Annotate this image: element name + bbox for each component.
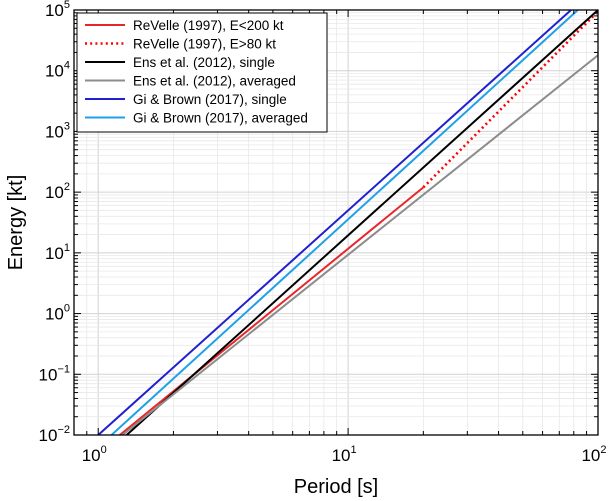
y-tick-label: 104 [45,60,70,81]
y-axis-title: Energy [kt] [5,175,27,271]
x-tick-label: 100 [82,444,107,465]
plot-frame [73,9,599,436]
legend-label-3: Ens et al. (2012), single [133,55,275,70]
x-tick-label: 102 [581,444,606,465]
axis-ticks [73,9,599,436]
tick-labels: 100 101 102 10−2 10−1 100 101 102 103 104 105 [39,0,607,465]
series-line-6 [110,10,579,435]
y-tick-label: 105 [45,0,70,20]
legend-label-2: ReVelle (1997), E>80 kt [133,37,276,52]
legend-box [76,12,328,133]
y-tick-label: 10−2 [39,424,70,445]
y-tick-label: 101 [45,242,70,263]
legend-label-4: Ens et al. (2012), averaged [133,74,296,89]
series-line-2 [422,10,598,189]
x-axis-title: Period [s] [294,476,378,498]
series-line-4 [121,54,598,435]
y-tick-label: 102 [45,181,70,202]
series-lines [97,10,598,435]
legend: ReVelle (1997), E<200 kt ReVelle (1997), … [76,12,328,133]
y-tick-label: 103 [45,120,70,141]
x-tick-label: 101 [332,444,357,465]
legend-label-6: Gi & Brown (2017), averaged [133,111,308,126]
y-tick-label: 100 [45,303,70,324]
series-line-5 [97,10,572,435]
y-tick-label: 10−1 [39,363,70,384]
legend-label-5: Gi & Brown (2017), single [133,92,287,107]
series-line-3 [126,10,598,435]
legend-label-1: ReVelle (1997), E<200 kt [133,18,284,33]
series-line-1 [119,186,424,435]
